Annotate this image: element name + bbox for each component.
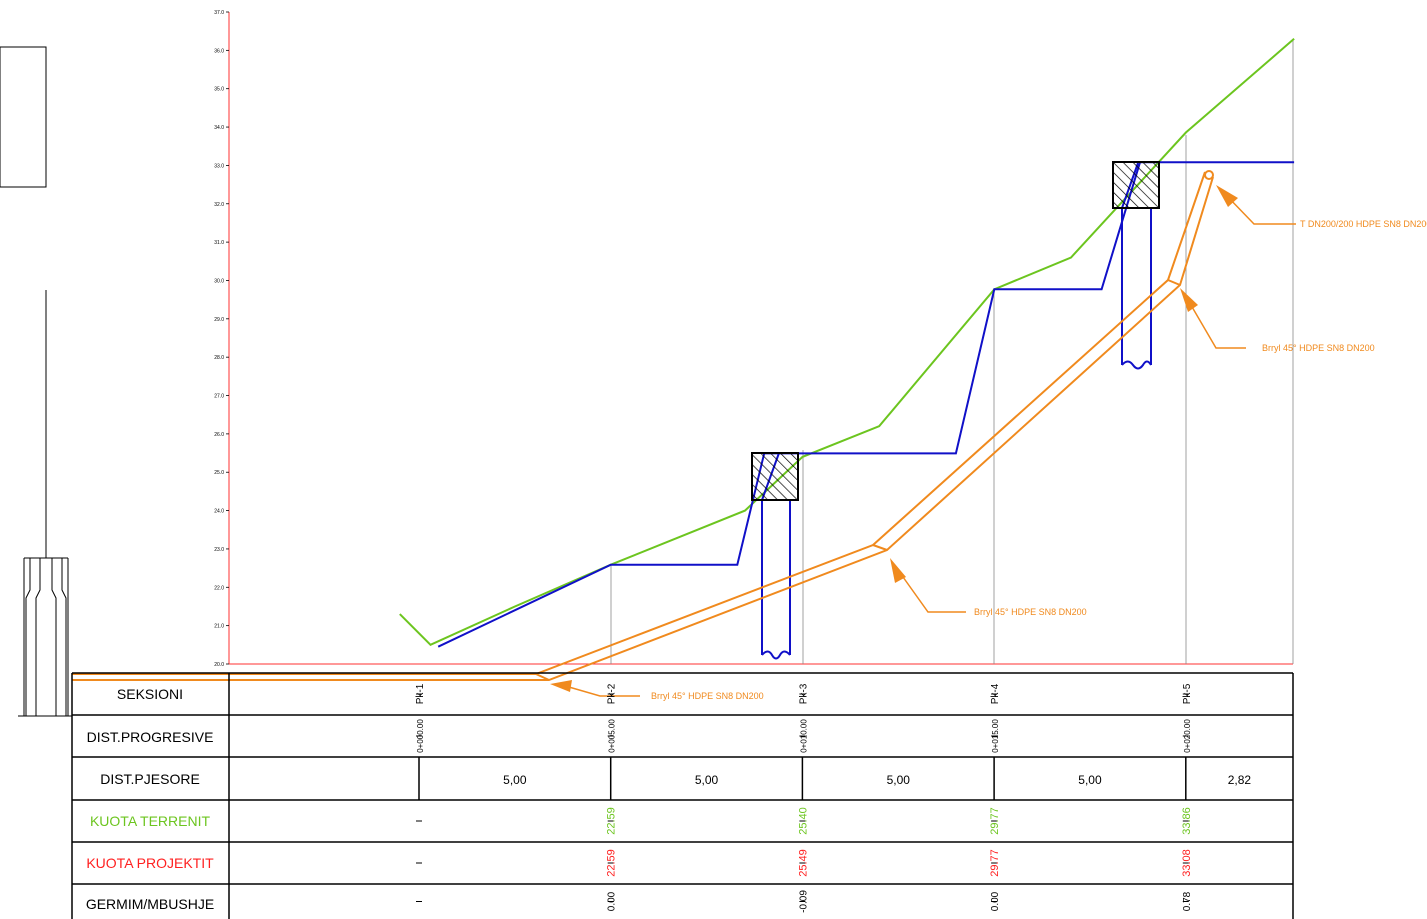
station-cut-value: 0.00 — [607, 891, 618, 911]
partial-distance-cells: 5,00 5,00 5,00 5,00 2,82 — [503, 773, 1251, 787]
row-label-section: SEKSIONI — [117, 686, 183, 702]
station-prog-value: 0+010.00 — [799, 719, 808, 753]
row-label-dist-partial: DIST.PJESORE — [100, 771, 200, 787]
station-proj-value: 29.77 — [989, 849, 1001, 877]
y-tick-label: 22.0 — [214, 585, 224, 591]
station-sec-value: Pk-2 — [607, 683, 618, 704]
station-terr-value: 33.86 — [1181, 807, 1193, 835]
y-tick-label: 35.0 — [214, 87, 224, 93]
station-prog-value: 0+015.00 — [991, 719, 1000, 753]
annotation-elbow-lower: Brryl 45° HDPE SN8 DN200 — [651, 691, 764, 701]
station-prog-value: 0+005.00 — [608, 719, 617, 753]
reference-frame — [0, 46, 47, 188]
manhole-head-middle — [751, 452, 799, 501]
y-tick-label: 37.0 — [214, 10, 224, 16]
station-terr-value: 29.77 — [989, 807, 1001, 835]
station-prog-value: 0+020.00 — [1183, 719, 1192, 753]
manhole-symbol — [18, 557, 72, 717]
partial-distance-value: 5,00 — [887, 773, 911, 787]
station-proj-value: 22.59 — [606, 849, 618, 877]
y-tick-label: 29.0 — [214, 317, 224, 323]
pipe-line — [72, 170, 1214, 681]
annotation-arrowheads — [550, 185, 1238, 692]
annotation-leaders — [561, 194, 1296, 697]
y-tick-label: 21.0 — [214, 624, 224, 630]
row-label-cut-fill: GERMIM/MBUSHJE — [86, 896, 214, 912]
station-proj-value: 25.49 — [797, 849, 809, 877]
y-tick-label: 28.0 — [214, 355, 224, 361]
y-tick-label: 26.0 — [214, 432, 224, 438]
station-cells: Pk-1 0+000.00 Pk-2 0+005.00 22.59 22.59 0.00 Pk… — [415, 683, 1193, 913]
row-label-terrain-elev: KUOTA TERRENIT — [90, 813, 211, 829]
y-tick-label: 34.0 — [214, 125, 224, 131]
y-tick-label: 31.0 — [214, 240, 224, 246]
station-sec-value: Pk-1 — [415, 683, 426, 704]
terrain-profile-line — [399, 38, 1295, 646]
partial-distance-value: 5,00 — [503, 773, 527, 787]
profile-table — [71, 672, 1294, 919]
station-terr-value: 22.59 — [606, 807, 618, 835]
y-tick-label: 25.0 — [214, 470, 224, 476]
y-tick-label: 23.0 — [214, 547, 224, 553]
y-tick-label: 24.0 — [214, 509, 224, 515]
y-tick-label: 33.0 — [214, 163, 224, 169]
manhole-head-upper — [1112, 161, 1160, 209]
row-label-dist-prog: DIST.PROGRESIVE — [87, 729, 214, 745]
station-cut-value: 0.00 — [990, 891, 1001, 911]
row-label-project-elev: KUOTA PROJEKTIT — [86, 855, 214, 871]
station-sec-value: Pk-3 — [798, 683, 809, 704]
partial-distance-value: 5,00 — [1078, 773, 1102, 787]
annotation-tee: T DN200/200 HDPE SN8 DN200 — [1300, 219, 1427, 229]
y-tick-label: 36.0 — [214, 48, 224, 54]
partial-distance-value: 2,82 — [1228, 773, 1252, 787]
station-lines — [610, 40, 1294, 664]
partial-distance-value: 5,00 — [695, 773, 719, 787]
y-axis: 37.0 36.0 35.0 34.0 33.0 32.0 31.0 30.0 29.0 28.0… — [214, 10, 230, 668]
y-tick-label: 32.0 — [214, 202, 224, 208]
y-tick-label: 30.0 — [214, 278, 224, 284]
y-axis-ticks: 37.0 36.0 35.0 34.0 33.0 32.0 31.0 30.0 29.0 28.0… — [214, 10, 229, 668]
station-cut-value: 0.78 — [1182, 891, 1193, 911]
station-sec-value: Pk-5 — [1182, 683, 1193, 704]
annotation-elbow-middle: Brryl 45° HDPE SN8 DN200 — [974, 607, 1087, 617]
station-terr-value: 25.40 — [797, 807, 809, 835]
table-row-labels: SEKSIONI DIST.PROGRESIVE DIST.PJESORE KU… — [86, 686, 214, 912]
station-sec-value: Pk-4 — [990, 683, 1001, 704]
station-prog-value: 0+000.00 — [416, 719, 425, 753]
station-cut-value: -0.09 — [798, 890, 809, 913]
y-tick-label: 27.0 — [214, 394, 224, 400]
annotation-elbow-upper: Brryl 45° HDPE SN8 DN200 — [1262, 343, 1375, 353]
project-profile-line — [437, 161, 1295, 648]
station-proj-value: 33.08 — [1181, 849, 1193, 877]
y-tick-label: 20.0 — [214, 662, 224, 668]
